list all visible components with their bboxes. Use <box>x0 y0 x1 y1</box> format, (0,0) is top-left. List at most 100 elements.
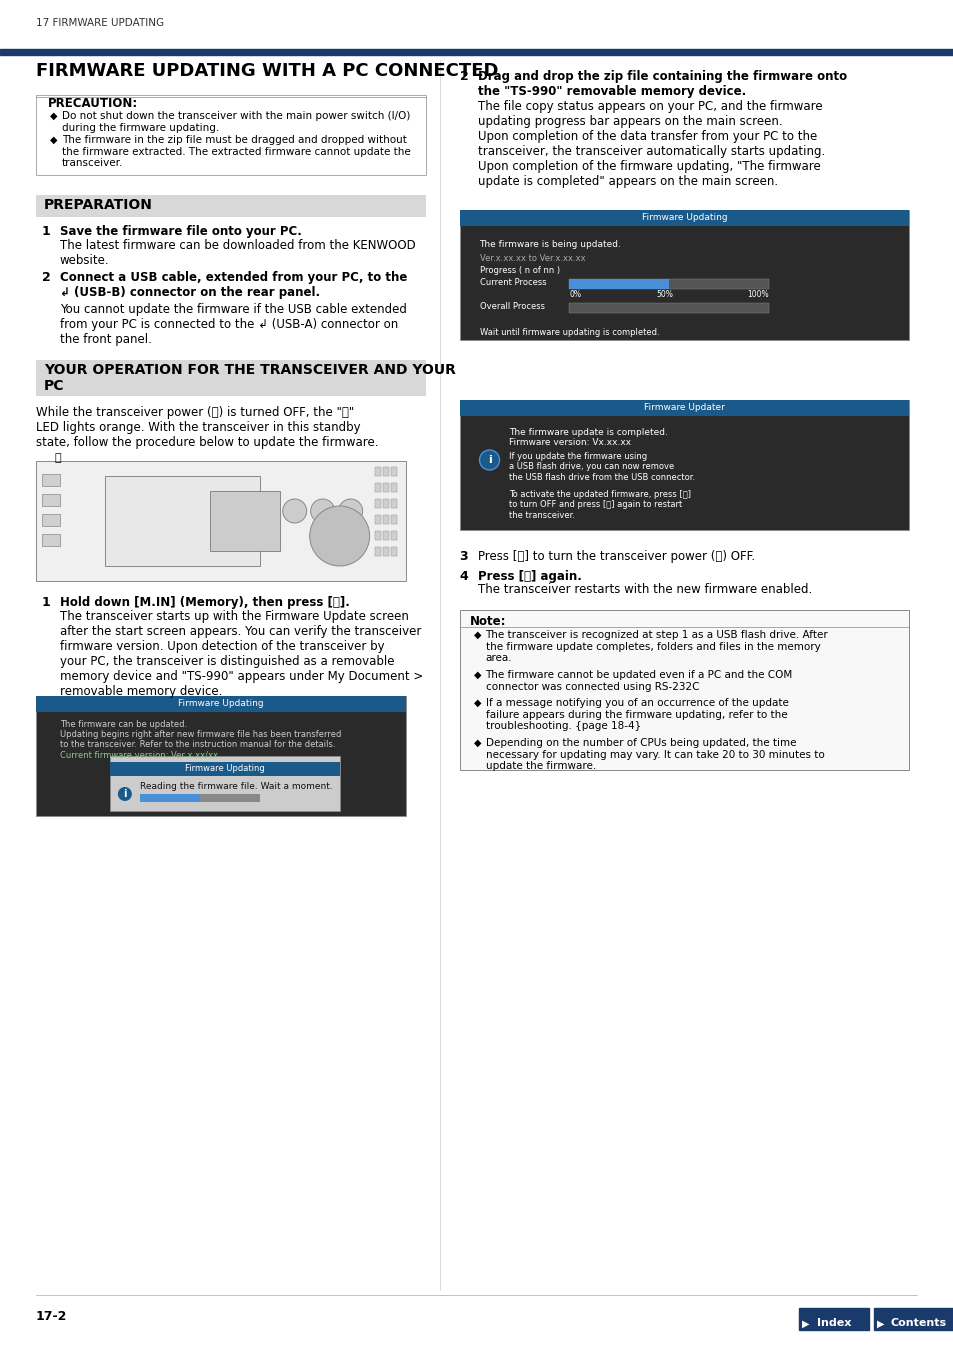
Bar <box>382 531 388 540</box>
Text: The file copy status appears on your PC, and the firmware
updating progress bar : The file copy status appears on your PC,… <box>477 100 824 188</box>
Text: Firmware Updating: Firmware Updating <box>185 764 264 774</box>
FancyBboxPatch shape <box>799 1308 868 1330</box>
Text: Drag and drop the zip file containing the firmware onto
the "TS-990" removable m: Drag and drop the zip file containing th… <box>477 70 845 99</box>
Bar <box>36 194 425 217</box>
Text: 17-2: 17-2 <box>36 1310 68 1323</box>
Text: PREPARATION: PREPARATION <box>44 198 152 212</box>
Bar <box>459 400 908 416</box>
Bar <box>390 514 396 524</box>
Text: Save the firmware file onto your PC.: Save the firmware file onto your PC. <box>60 225 301 238</box>
Text: 1: 1 <box>42 225 51 238</box>
Bar <box>36 697 405 711</box>
Text: YOUR OPERATION FOR THE TRANSCEIVER AND YOUR
PC: YOUR OPERATION FOR THE TRANSCEIVER AND Y… <box>44 363 456 393</box>
Text: Firmware Updater: Firmware Updater <box>643 404 724 412</box>
Circle shape <box>338 500 362 522</box>
Text: ◆: ◆ <box>473 630 480 640</box>
Bar <box>459 610 908 770</box>
Text: 2: 2 <box>42 271 51 284</box>
Text: 1: 1 <box>42 595 51 609</box>
Text: ◆: ◆ <box>473 670 480 680</box>
Circle shape <box>118 787 132 801</box>
Bar <box>42 474 60 486</box>
Text: Current Process: Current Process <box>479 278 545 288</box>
Text: ▶: ▶ <box>876 1319 883 1328</box>
Bar <box>459 211 908 225</box>
Text: To activate the updated firmware, press [⏻]
to turn OFF and press [⏻] again to r: To activate the updated firmware, press … <box>509 490 691 520</box>
Text: The transceiver starts up with the Firmware Update screen
after the start screen: The transceiver starts up with the Firmw… <box>60 610 423 698</box>
Text: Press [⏻] again.: Press [⏻] again. <box>477 570 580 583</box>
Bar <box>382 547 388 556</box>
Text: 4: 4 <box>459 570 468 583</box>
Bar <box>375 483 380 491</box>
Circle shape <box>479 450 499 470</box>
Text: Do not shut down the transceiver with the main power switch (I/O)
during the fir: Do not shut down the transceiver with th… <box>62 111 410 132</box>
Text: 2: 2 <box>459 70 468 82</box>
Bar <box>390 531 396 540</box>
Bar <box>36 360 425 396</box>
Bar <box>42 535 60 545</box>
Text: 50%: 50% <box>656 290 672 298</box>
Text: Firmware Updating: Firmware Updating <box>178 699 263 707</box>
Text: PRECAUTION:: PRECAUTION: <box>48 97 138 109</box>
Bar <box>42 514 60 526</box>
Text: Index: Index <box>816 1318 850 1328</box>
Text: Reading the firmware file. Wait a moment.: Reading the firmware file. Wait a moment… <box>140 782 333 791</box>
Text: While the transceiver power (⏻) is turned OFF, the "⏻"
LED lights orange. With t: While the transceiver power (⏻) is turne… <box>36 406 378 450</box>
Text: Current firmware version: Ver x.xx/xx: Current firmware version: Ver x.xx/xx <box>60 751 217 760</box>
Bar <box>42 494 60 506</box>
Text: 100%: 100% <box>747 290 768 298</box>
Bar <box>140 794 259 802</box>
Bar <box>390 483 396 491</box>
Bar <box>210 491 279 551</box>
Text: ◆: ◆ <box>473 738 480 748</box>
Text: i: i <box>487 455 491 464</box>
FancyBboxPatch shape <box>873 1308 953 1330</box>
Bar <box>390 500 396 508</box>
Text: Hold down [M.IN] (Memory), then press [⏻].: Hold down [M.IN] (Memory), then press [⏻… <box>60 595 350 609</box>
Text: to the transceiver. Refer to the instruction manual for the details.: to the transceiver. Refer to the instruc… <box>60 740 335 749</box>
Text: 0%: 0% <box>569 290 580 298</box>
Bar <box>36 95 425 176</box>
Text: Updating begins right after new firmware file has been transferred: Updating begins right after new firmware… <box>60 730 341 738</box>
Bar <box>110 756 339 811</box>
Text: Connect a USB cable, extended from your PC, to the
↲ (USB-B) connector on the re: Connect a USB cable, extended from your … <box>60 271 407 298</box>
Text: 3: 3 <box>459 549 468 563</box>
Circle shape <box>282 500 306 522</box>
Bar <box>110 761 339 776</box>
Text: Wait until firmware updating is completed.: Wait until firmware updating is complete… <box>479 328 659 338</box>
Circle shape <box>310 506 369 566</box>
Text: Firmware Updating: Firmware Updating <box>640 213 726 221</box>
Bar <box>382 500 388 508</box>
Bar <box>382 483 388 491</box>
Bar <box>375 547 380 556</box>
Text: ◆: ◆ <box>50 111 57 122</box>
Text: The latest firmware can be downloaded from the KENWOOD
website.: The latest firmware can be downloaded fr… <box>60 239 416 267</box>
Text: ⏻: ⏻ <box>55 454 62 463</box>
Bar <box>382 514 388 524</box>
Text: FIRMWARE UPDATING WITH A PC CONNECTED: FIRMWARE UPDATING WITH A PC CONNECTED <box>36 62 497 80</box>
Bar <box>459 400 908 531</box>
Text: ▶: ▶ <box>801 1319 809 1328</box>
Text: Overall Process: Overall Process <box>479 302 544 311</box>
Bar <box>140 794 199 802</box>
Text: The firmware cannot be updated even if a PC and the COM
connector was connected : The firmware cannot be updated even if a… <box>485 670 792 691</box>
Text: Press [⏻] to turn the transceiver power (⏻) OFF.: Press [⏻] to turn the transceiver power … <box>477 549 754 563</box>
Text: If you update the firmware using
a USB flash drive, you can now remove
the USB f: If you update the firmware using a USB f… <box>509 452 695 482</box>
Circle shape <box>311 500 335 522</box>
Text: The transceiver is recognized at step 1 as a USB flash drive. After
the firmware: The transceiver is recognized at step 1 … <box>485 630 827 663</box>
Text: The firmware can be updated.: The firmware can be updated. <box>60 720 187 729</box>
Bar <box>36 697 405 815</box>
Text: The firmware in the zip file must be dragged and dropped without
the firmware ex: The firmware in the zip file must be dra… <box>62 135 410 169</box>
Text: 17 FIRMWARE UPDATING: 17 FIRMWARE UPDATING <box>36 18 164 28</box>
Text: Ver.x.xx.xx to Ver.x.xx.xx: Ver.x.xx.xx to Ver.x.xx.xx <box>479 254 584 263</box>
Bar <box>375 514 380 524</box>
Text: The firmware update is completed.
Firmware version: Vx.xx.xx: The firmware update is completed. Firmwa… <box>509 428 668 447</box>
Bar <box>375 531 380 540</box>
Bar <box>390 547 396 556</box>
Text: The firmware is being updated.: The firmware is being updated. <box>479 240 620 248</box>
Text: The transceiver restarts with the new firmware enabled.: The transceiver restarts with the new fi… <box>477 583 811 595</box>
Text: Contents: Contents <box>889 1318 945 1328</box>
Bar <box>569 279 669 289</box>
Text: Depending on the number of CPUs being updated, the time
necessary for updating m: Depending on the number of CPUs being up… <box>485 738 823 771</box>
Bar <box>375 500 380 508</box>
